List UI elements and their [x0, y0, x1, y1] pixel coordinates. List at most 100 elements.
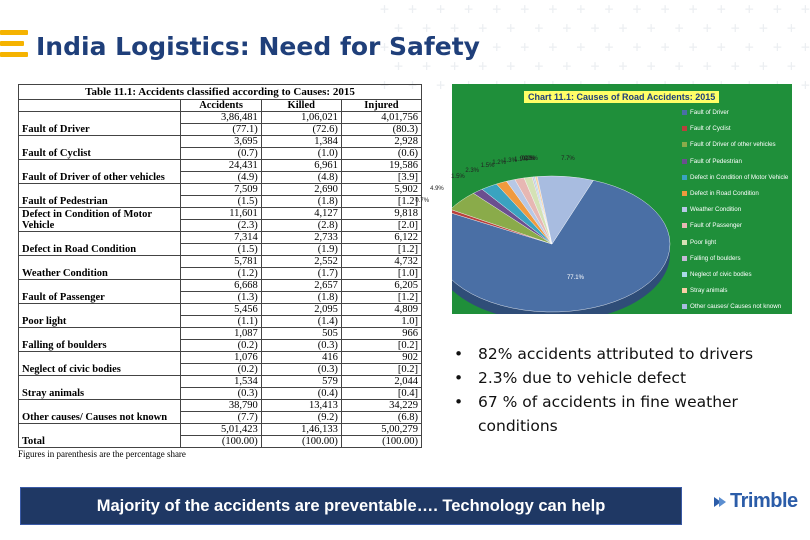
- bullet-item: • 2.3% due to vehicle defect: [448, 366, 798, 390]
- accidents-table: Table 11.1: Accidents classified accordi…: [17, 84, 423, 459]
- legend-swatch: [682, 158, 687, 164]
- chart-title: Chart 11.1: Causes of Road Accidents: 20…: [524, 91, 720, 103]
- percent-cell: [2.0]: [340, 219, 423, 232]
- legend-swatch: [682, 255, 687, 261]
- bullet-dot: •: [454, 393, 464, 411]
- key-points-list: • 82% accidents attributed to drivers • 2.…: [448, 342, 798, 438]
- accidents-cell: 6,668: [180, 279, 262, 292]
- table-row: Stray animals 1,534 579 2,044: [17, 375, 423, 400]
- pie-data-label: 1.5%: [451, 173, 465, 180]
- percent-cell: (7.7): [180, 411, 262, 424]
- table-row: Fault of Passenger 6,668 2,657 6,205: [17, 279, 423, 304]
- killed-cell: 2,095: [260, 303, 342, 316]
- injured-cell: 2,928: [340, 135, 423, 148]
- pie-data-label: 0.3%: [524, 155, 538, 162]
- percent-cell: (2.3): [180, 219, 262, 232]
- percent-cell: (72.6): [260, 123, 342, 136]
- hamburger-menu-icon: [0, 30, 30, 70]
- legend-label: Neglect of civic bodies: [690, 270, 752, 278]
- legend-label: Fault of Cyclist: [690, 125, 731, 133]
- injured-cell: 5,00,279: [340, 423, 423, 436]
- table-row: Fault of Driver of other vehicles 24,431 6…: [17, 159, 423, 184]
- percent-cell: (1.1): [180, 315, 262, 328]
- legend-item: Fault of Pedestrian: [682, 158, 788, 174]
- table-row-percent: (1.1) (1.4) 1.0]: [19, 315, 423, 328]
- table-caption: Table 11.1: Accidents classified accordi…: [18, 84, 422, 100]
- table-row-percent: (100.00) (100.00) (100.00): [19, 435, 423, 448]
- slide-title: India Logistics: Need for Safety: [36, 32, 480, 61]
- accidents-cell: 1,087: [180, 327, 262, 340]
- accidents-cell: 3,86,481: [180, 111, 262, 124]
- table-row-percent: (7.7) (9.2) (6.8): [19, 411, 423, 424]
- killed-cell: 2,552: [260, 255, 342, 268]
- percent-cell: [0.4]: [340, 387, 423, 400]
- percent-cell: (6.8): [340, 411, 423, 424]
- legend-item: Defect in Condition of Motor Vehicle: [682, 174, 788, 190]
- injured-cell: 34,229: [340, 399, 423, 412]
- pie-data-label: 0.2%: [521, 155, 536, 162]
- legend-swatch: [682, 239, 687, 245]
- percent-cell: (1.2): [180, 267, 262, 280]
- percent-cell: 1.0]: [340, 315, 423, 328]
- legend-label: Defect in Condition of Motor Vehicle: [690, 173, 789, 181]
- legend-label: Stray animals: [690, 287, 728, 295]
- table-row: Fault of Pedestrian 7,509 2,690 5,902: [17, 183, 423, 208]
- cause-cell: Fault of Cyclist: [17, 135, 182, 160]
- injured-cell: 4,732: [340, 255, 423, 268]
- percent-cell: (2.8): [260, 219, 342, 232]
- table-row: Fault of Cyclist 3,695 1,384 2,928: [17, 135, 423, 160]
- bullet-dot: •: [454, 369, 464, 387]
- legend-swatch: [682, 207, 687, 213]
- table-header-killed: Killed: [260, 99, 342, 112]
- percent-cell: (100.00): [180, 435, 262, 448]
- table-row-percent: (1.3) (1.8) [1.2]: [19, 291, 423, 304]
- percent-cell: (1.8): [260, 291, 342, 304]
- percent-cell: (1.5): [180, 243, 262, 256]
- table-header-cause: [17, 99, 182, 112]
- accidents-cell: 5,456: [180, 303, 262, 316]
- trimble-logo-icon: [714, 496, 726, 507]
- table-row: Fault of Driver 3,86,481 1,06,021 4,01,756: [17, 111, 423, 136]
- legend-swatch: [682, 174, 687, 180]
- pie-slice: [536, 175, 594, 245]
- killed-cell: 1,384: [260, 135, 342, 148]
- percent-cell: (0.3): [260, 339, 342, 352]
- legend-item: Fault of Cyclist: [682, 125, 788, 141]
- percent-cell: [1.2]: [340, 195, 423, 208]
- injured-cell: 902: [340, 351, 423, 364]
- percent-cell: (0.3): [260, 363, 342, 376]
- percent-cell: [0.2]: [340, 363, 423, 376]
- percent-cell: (0.4): [260, 387, 342, 400]
- percent-cell: (1.7): [260, 267, 342, 280]
- bullet-item: • 82% accidents attributed to drivers: [448, 342, 798, 366]
- accidents-cell: 5,781: [180, 255, 262, 268]
- killed-cell: 2,657: [260, 279, 342, 292]
- pie-data-label: 1.5%: [480, 163, 495, 170]
- legend-label: Poor light: [690, 238, 717, 246]
- legend-label: Fault of Passenger: [690, 222, 742, 230]
- killed-cell: 13,413: [260, 399, 342, 412]
- pie-data-label: 7.7%: [561, 155, 575, 162]
- table-row: Falling of boulders 1,087 505 966: [17, 327, 423, 352]
- killed-cell: 1,06,021: [260, 111, 342, 124]
- cause-cell: Defect in Road Condition: [17, 231, 182, 256]
- pie-chart-svg: [452, 175, 671, 314]
- cause-cell: Fault of Pedestrian: [17, 183, 182, 208]
- cause-cell: Defect in Condition of Motor Vehicle: [17, 207, 182, 232]
- percent-cell: (1.0): [260, 147, 342, 160]
- percent-cell: [3.9]: [340, 171, 423, 184]
- accidents-cell: 5,01,423: [180, 423, 262, 436]
- cause-cell: Other causes/ Causes not known: [17, 399, 182, 424]
- pie-data-label: 4.9%: [430, 186, 444, 193]
- percent-cell: [1.0]: [340, 267, 423, 280]
- cause-cell: Stray animals: [17, 375, 182, 400]
- legend-label: Fault of Driver: [690, 109, 729, 116]
- percent-cell: (100.00): [340, 435, 423, 448]
- injured-cell: 6,205: [340, 279, 423, 292]
- percent-cell: (100.00): [260, 435, 342, 448]
- injured-cell: 5,902: [340, 183, 423, 196]
- percent-cell: (0.2): [180, 339, 262, 352]
- percent-cell: (1.8): [260, 195, 342, 208]
- bullet-text: 82% accidents attributed to drivers: [478, 345, 754, 363]
- table-row: Weather Condition 5,781 2,552 4,732: [17, 255, 423, 280]
